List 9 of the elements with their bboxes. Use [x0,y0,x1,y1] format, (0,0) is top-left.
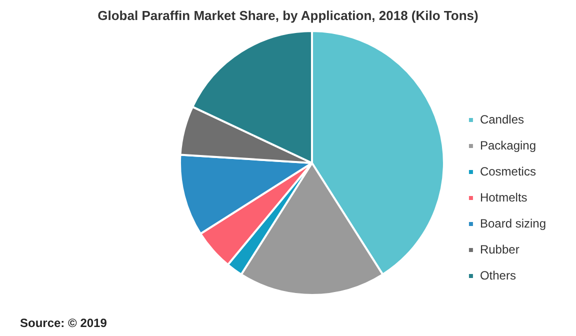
legend-label: Board sizing [480,216,546,230]
chart-title: Global Paraffin Market Share, by Application, 2018 (Kilo Tons) [96,8,480,23]
source-note: Source: © 2019 [20,316,107,330]
legend-label: Candles [480,112,524,126]
legend-label: Hotmelts [480,190,528,204]
legend-label: Others [480,268,516,282]
legend-label: Packaging [480,138,536,152]
legend-label: Rubber [480,242,520,256]
legend-label: Cosmetics [480,164,536,178]
